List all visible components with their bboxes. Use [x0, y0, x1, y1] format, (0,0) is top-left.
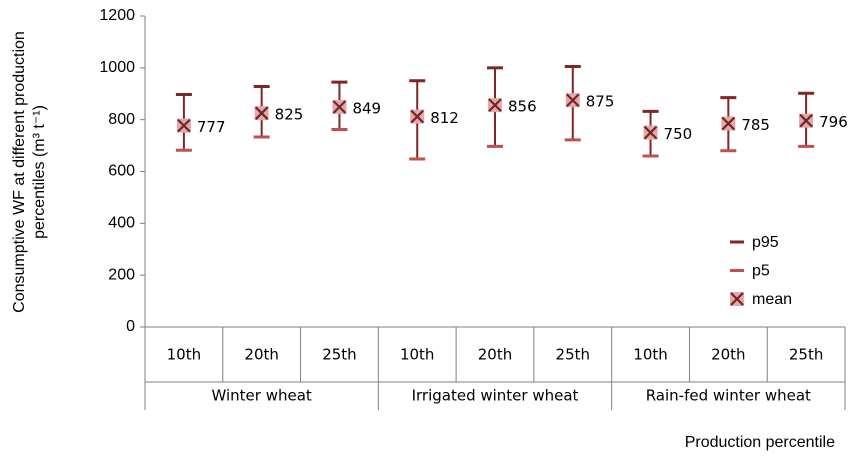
marker-x: [254, 106, 269, 120]
data-label: 875: [586, 93, 615, 111]
group-label: Winter wheat: [212, 387, 312, 405]
mean-marker: [721, 116, 736, 131]
x-tick-label: 20th: [478, 346, 512, 364]
data-label: 796: [819, 113, 848, 131]
y-tick-label: 200: [108, 266, 135, 283]
x-tick-label: 10th: [167, 346, 201, 364]
x-tick-label: 25th: [789, 346, 823, 364]
marker-x: [730, 292, 744, 306]
x-tick-label: 25th: [556, 346, 590, 364]
marker-x: [566, 93, 580, 108]
data-label: 750: [664, 125, 693, 143]
data-label: 812: [430, 109, 459, 127]
legend-label: p95: [752, 234, 779, 251]
y-tick-label: 1000: [99, 59, 135, 76]
marker-x: [488, 98, 502, 112]
y-tick-label: 1200: [99, 7, 135, 24]
y-tick-label: 800: [108, 111, 135, 128]
x-tick-label: 10th: [400, 346, 434, 364]
group-label: Rain-fed winter wheat: [646, 387, 811, 405]
marker-x: [332, 100, 347, 114]
y-tick-label: 0: [126, 318, 135, 335]
mean-marker: [176, 118, 191, 133]
x-tick-label: 25th: [322, 346, 356, 364]
y-tick-label: 400: [108, 215, 135, 232]
x-tick-label: 10th: [633, 346, 667, 364]
marker-x: [177, 118, 191, 133]
mean-marker: [643, 125, 658, 140]
group-label: Irrigated winter wheat: [412, 387, 579, 405]
x-tick-label: 20th: [711, 346, 745, 364]
mean-marker: [254, 106, 269, 121]
data-label: 825: [275, 106, 304, 124]
y-axis-title-line: percentiles (m³ t⁻¹): [31, 105, 48, 239]
x-axis-title: Production percentile: [685, 434, 835, 451]
marker-x: [799, 113, 813, 128]
mean-marker: [410, 109, 425, 124]
mean-marker: [799, 113, 814, 128]
x-tick-label: 20th: [244, 346, 278, 364]
data-label: 777: [197, 118, 226, 136]
legend-label: p5: [752, 263, 770, 280]
marker-x: [410, 109, 424, 124]
data-label: 856: [508, 98, 537, 116]
legend-swatch: [730, 292, 744, 306]
mean-marker: [488, 98, 502, 113]
data-label: 785: [741, 116, 770, 134]
marker-x: [643, 125, 658, 140]
y-axis-title: Consumptive WF at different production p…: [11, 31, 48, 313]
data-label: 849: [352, 99, 381, 117]
mean-marker: [565, 93, 580, 108]
legend-label: mean: [752, 291, 792, 308]
marker-x: [721, 116, 736, 131]
y-axis-title-line: Consumptive WF at different production: [11, 31, 28, 313]
y-tick-label: 600: [108, 163, 135, 180]
mean-marker: [332, 99, 347, 114]
